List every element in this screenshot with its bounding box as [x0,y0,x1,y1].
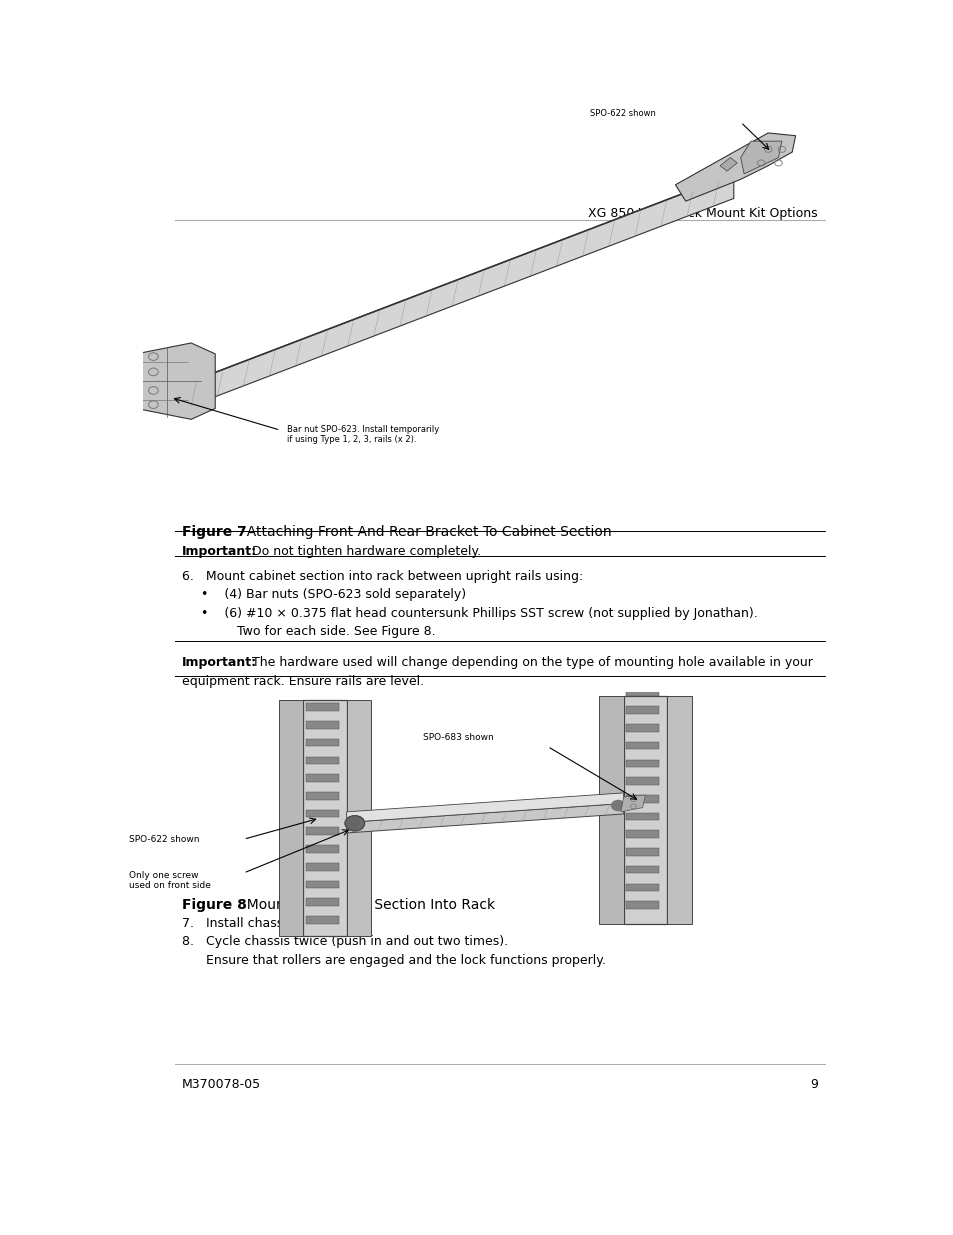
Polygon shape [346,700,371,936]
Bar [306,739,338,746]
Text: Bar nut SPO-623. Install temporarily
if using Type 1, 2, 3, rails (x 2).: Bar nut SPO-623. Install temporarily if … [287,425,439,445]
Text: 6.   Mount cabinet section into rack between upright rails using:: 6. Mount cabinet section into rack betwe… [182,571,582,583]
Bar [626,777,659,785]
Text: Two for each side. See Figure 8.: Two for each side. See Figure 8. [200,625,435,637]
Bar [306,916,338,924]
Polygon shape [278,700,303,936]
Polygon shape [623,695,666,924]
Bar [306,792,338,799]
Text: Ensure that rollers are engaged and the lock functions properly.: Ensure that rollers are engaged and the … [182,953,605,967]
Circle shape [127,401,134,408]
Bar [626,813,659,820]
Text: Important:: Important: [182,656,257,669]
Bar [626,742,659,750]
Bar [306,881,338,888]
Polygon shape [740,141,781,174]
Bar [306,863,338,871]
Text: •    (4) Bar nuts (SPO-623 sold separately): • (4) Bar nuts (SPO-623 sold separately) [200,589,465,601]
Polygon shape [620,795,644,811]
Text: SPO-683 shown: SPO-683 shown [422,734,493,742]
Bar [306,721,338,729]
Bar [626,795,659,803]
Bar [306,898,338,906]
Bar [626,689,659,697]
Circle shape [345,815,364,831]
Bar [626,866,659,873]
Polygon shape [598,695,623,924]
Text: •    (6) #10 × 0.375 flat head countersunk Phillips SST screw (not supplied by J: • (6) #10 × 0.375 flat head countersunk … [200,606,757,620]
Bar [626,902,659,909]
Text: equipment rack. Ensure rails are level.: equipment rack. Ensure rails are level. [182,676,424,688]
Bar [306,810,338,818]
Text: Only one screw
used on front side: Only one screw used on front side [130,871,212,890]
Polygon shape [675,133,795,201]
Polygon shape [720,158,737,172]
Text: Attaching Front And Rear Bracket To Cabinet Section: Attaching Front And Rear Bracket To Cabi… [238,525,611,538]
Bar [626,760,659,767]
Bar [626,848,659,856]
Polygon shape [303,700,346,936]
Text: Important:: Important: [182,545,257,558]
Polygon shape [346,793,623,823]
Bar [626,724,659,731]
Polygon shape [666,695,691,924]
Text: Do not tighten hardware completely.: Do not tighten hardware completely. [244,545,481,558]
Polygon shape [177,158,778,387]
Bar [306,774,338,782]
Bar [306,827,338,835]
Bar [626,883,659,892]
Text: XG 850 Watt Rack Mount Kit Options: XG 850 Watt Rack Mount Kit Options [588,207,817,220]
Text: M370078-05: M370078-05 [182,1078,261,1092]
Text: Mounting Cabinet Section Into Rack: Mounting Cabinet Section Into Rack [238,898,495,911]
Bar [306,845,338,853]
Text: Figure 7: Figure 7 [182,525,247,538]
Polygon shape [122,343,215,420]
Text: 9: 9 [809,1078,817,1092]
Bar [626,830,659,839]
Circle shape [611,800,624,810]
Polygon shape [346,804,623,832]
Bar [306,757,338,764]
Text: 8.   Cycle chassis twice (push in and out two times).: 8. Cycle chassis twice (push in and out … [182,935,508,947]
Text: The hardware used will change depending on the type of mounting hole available i: The hardware used will change depending … [244,656,812,669]
Text: SPO-622 shown: SPO-622 shown [589,109,655,117]
Text: 7.   Install chassis.: 7. Install chassis. [182,916,297,930]
Bar [306,704,338,711]
Circle shape [127,354,134,359]
Text: Figure 8: Figure 8 [182,898,247,911]
Bar [626,706,659,714]
Text: SPO-622 shown: SPO-622 shown [130,835,200,844]
Polygon shape [177,174,733,411]
